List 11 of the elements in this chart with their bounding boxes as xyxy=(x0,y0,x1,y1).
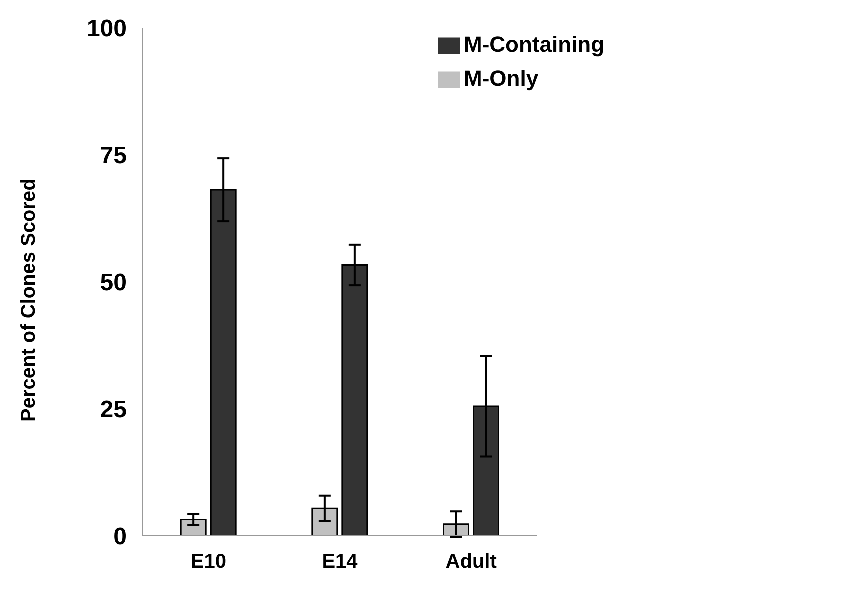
y-tick-label: 100 xyxy=(86,16,127,43)
legend-label: M-Containing xyxy=(464,32,605,57)
y-axis-title: Percent of Clones Scored xyxy=(18,178,40,422)
y-tick-label: 50 xyxy=(100,270,127,297)
x-tick-label: E10 xyxy=(190,551,226,574)
x-tick-label: Adult xyxy=(446,551,498,574)
y-tick-label: 0 xyxy=(114,524,127,551)
y-tick-label: 25 xyxy=(100,396,127,424)
y-tick-label: 75 xyxy=(100,142,127,170)
x-tick-label: E14 xyxy=(322,551,359,574)
legend-label: M-Only xyxy=(464,66,539,91)
